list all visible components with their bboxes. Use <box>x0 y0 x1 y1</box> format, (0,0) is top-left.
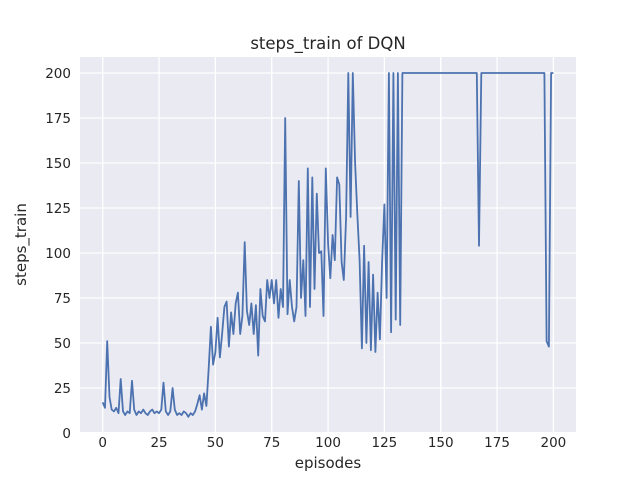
x-tick-label: 50 <box>207 435 224 451</box>
x-axis-label: episodes <box>295 454 362 472</box>
y-axis-ticks: 0 25 50 75 100 125 150 175 200 <box>45 66 71 442</box>
x-tick-label: 25 <box>150 435 167 451</box>
y-tick-label: 25 <box>54 381 71 397</box>
x-tick-label: 75 <box>263 435 280 451</box>
x-axis-ticks: 0 25 50 75 100 125 150 175 200 <box>98 435 566 451</box>
y-tick-label: 175 <box>45 111 71 127</box>
x-tick-label: 150 <box>428 435 454 451</box>
y-axis-label: steps_train <box>12 203 31 286</box>
y-tick-label: 75 <box>54 291 71 307</box>
y-tick-label: 150 <box>45 156 71 172</box>
x-tick-label: 175 <box>484 435 510 451</box>
x-tick-label: 100 <box>315 435 341 451</box>
y-tick-label: 100 <box>45 246 71 262</box>
x-tick-label: 0 <box>98 435 107 451</box>
y-tick-label: 50 <box>54 336 71 352</box>
y-tick-label: 200 <box>45 66 71 82</box>
y-tick-label: 0 <box>62 426 71 442</box>
x-tick-label: 200 <box>541 435 567 451</box>
y-tick-label: 125 <box>45 201 71 217</box>
x-tick-label: 125 <box>371 435 397 451</box>
steps-train-line-series <box>101 72 554 418</box>
chart-title: steps_train of DQN <box>250 34 405 54</box>
